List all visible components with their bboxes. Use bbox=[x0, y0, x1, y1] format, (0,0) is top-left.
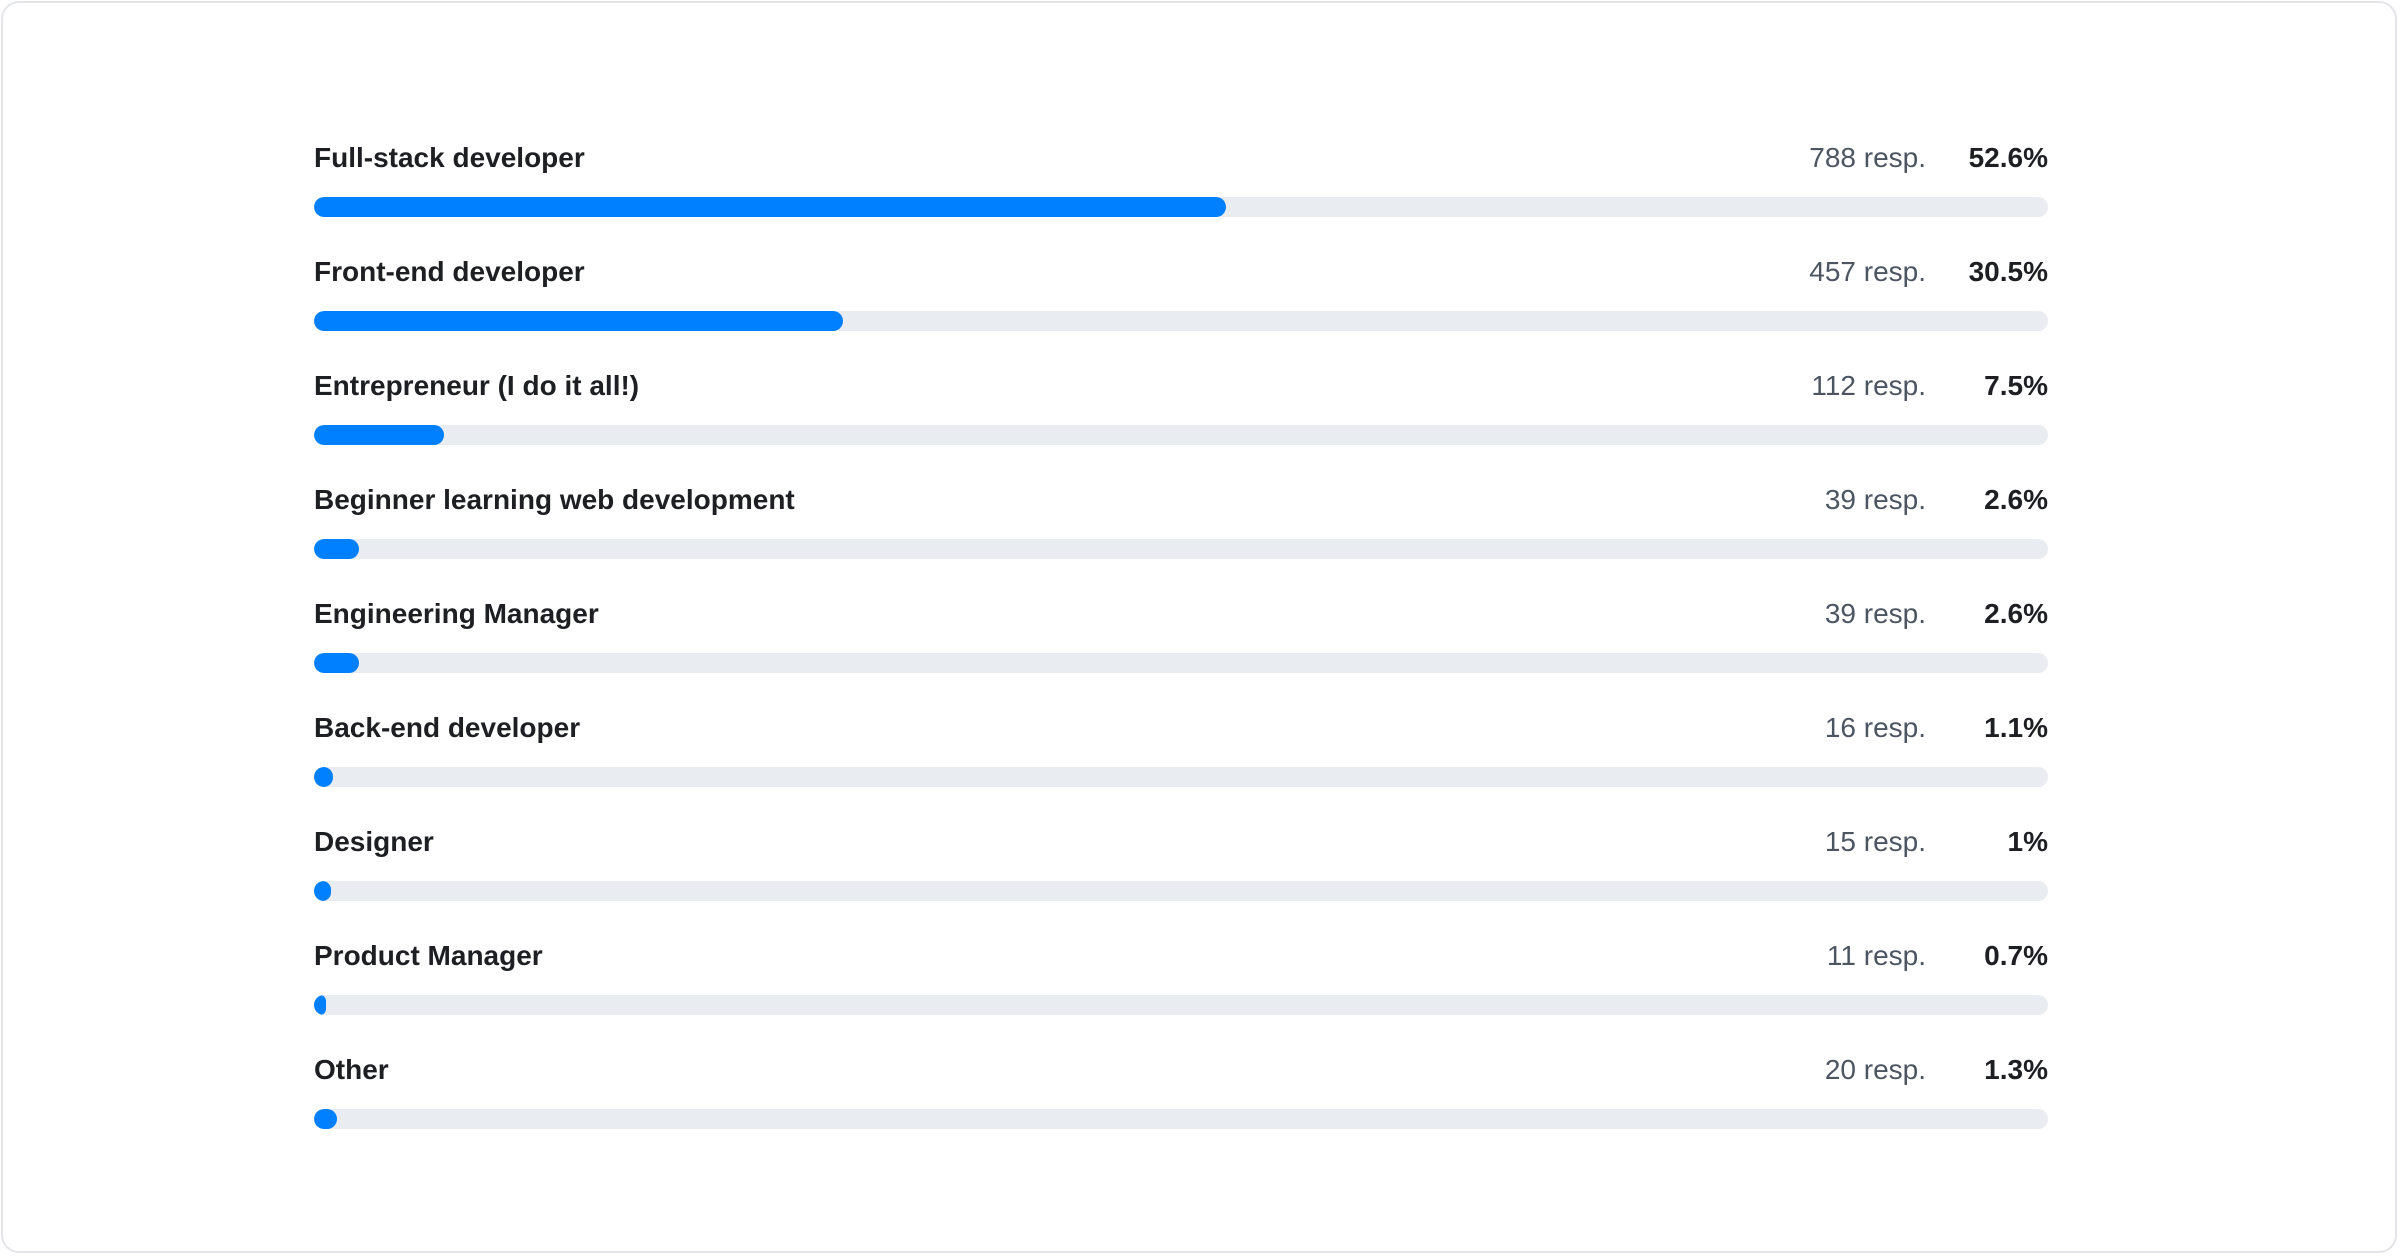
response-count: 39 resp. bbox=[1824, 484, 1926, 515]
response-count: 15 resp. bbox=[1824, 826, 1926, 857]
response-count: 39 resp. bbox=[1824, 598, 1926, 629]
row-header: Designer 15 resp. 1% bbox=[314, 817, 2048, 867]
result-row: Back-end developer 16 resp. 1.1% bbox=[314, 703, 2048, 817]
result-row: Front-end developer 457 resp. 30.5% bbox=[314, 247, 2048, 361]
response-count: 11 resp. bbox=[1826, 940, 1926, 971]
response-count: 16 resp. bbox=[1824, 712, 1926, 743]
percent-label: 0.7% bbox=[1984, 940, 2048, 971]
row-header: Other 20 resp. 1.3% bbox=[314, 1045, 2048, 1095]
bar-track bbox=[314, 539, 2048, 559]
bar-track bbox=[314, 1109, 2048, 1129]
bar-fill bbox=[314, 197, 1227, 217]
result-row: Full-stack developer 788 resp. 52.6% bbox=[314, 133, 2048, 247]
result-row: Other 20 resp. 1.3% bbox=[314, 1045, 2048, 1159]
bar-fill bbox=[314, 767, 334, 787]
percent-label: 1% bbox=[2007, 826, 2048, 857]
response-count: 457 resp. bbox=[1809, 256, 1926, 287]
result-row: Engineering Manager 39 resp. 2.6% bbox=[314, 589, 2048, 703]
row-header: Front-end developer 457 resp. 30.5% bbox=[314, 247, 2048, 297]
row-header: Beginner learning web development 39 res… bbox=[314, 475, 2048, 525]
row-header: Back-end developer 16 resp. 1.1% bbox=[314, 703, 2048, 753]
bar-fill bbox=[314, 881, 332, 901]
option-label: Entrepreneur (I do it all!) bbox=[314, 370, 640, 401]
results-list: Full-stack developer 788 resp. 52.6% Fro… bbox=[314, 133, 2048, 1159]
option-label: Beginner learning web development bbox=[314, 484, 795, 515]
option-label: Back-end developer bbox=[314, 712, 581, 743]
percent-label: 1.3% bbox=[1984, 1054, 2048, 1085]
percent-label: 7.5% bbox=[1984, 370, 2048, 401]
bar-fill bbox=[314, 653, 360, 673]
option-label: Front-end developer bbox=[314, 256, 585, 287]
result-row: Entrepreneur (I do it all!) 112 resp. 7.… bbox=[314, 361, 2048, 475]
bar-fill bbox=[314, 425, 445, 445]
bar-track bbox=[314, 995, 2048, 1015]
response-count: 112 resp. bbox=[1811, 370, 1926, 401]
bar-track bbox=[314, 197, 2048, 217]
row-header: Engineering Manager 39 resp. 2.6% bbox=[314, 589, 2048, 639]
result-row: Product Manager 11 resp. 0.7% bbox=[314, 931, 2048, 1045]
bar-track bbox=[314, 425, 2048, 445]
percent-label: 2.6% bbox=[1984, 598, 2048, 629]
option-label: Designer bbox=[314, 826, 434, 857]
percent-label: 1.1% bbox=[1984, 712, 2048, 743]
response-count: 788 resp. bbox=[1809, 142, 1926, 173]
bar-fill bbox=[314, 995, 327, 1015]
result-row: Designer 15 resp. 1% bbox=[314, 817, 2048, 931]
percent-label: 30.5% bbox=[1968, 256, 2048, 287]
percent-label: 2.6% bbox=[1984, 484, 2048, 515]
row-header: Product Manager 11 resp. 0.7% bbox=[314, 931, 2048, 981]
bar-fill bbox=[314, 1109, 337, 1129]
percent-label: 52.6% bbox=[1968, 142, 2048, 173]
option-label: Other bbox=[314, 1054, 389, 1085]
response-count: 20 resp. bbox=[1824, 1054, 1926, 1085]
option-label: Full-stack developer bbox=[314, 142, 585, 173]
bar-track bbox=[314, 311, 2048, 331]
bar-track bbox=[314, 653, 2048, 673]
bar-fill bbox=[314, 311, 843, 331]
row-header: Entrepreneur (I do it all!) 112 resp. 7.… bbox=[314, 361, 2048, 411]
option-label: Engineering Manager bbox=[314, 598, 599, 629]
bar-fill bbox=[314, 539, 360, 559]
row-header: Full-stack developer 788 resp. 52.6% bbox=[314, 133, 2048, 183]
bar-track bbox=[314, 767, 2048, 787]
result-row: Beginner learning web development 39 res… bbox=[314, 475, 2048, 589]
option-label: Product Manager bbox=[314, 940, 543, 971]
bar-track bbox=[314, 881, 2048, 901]
